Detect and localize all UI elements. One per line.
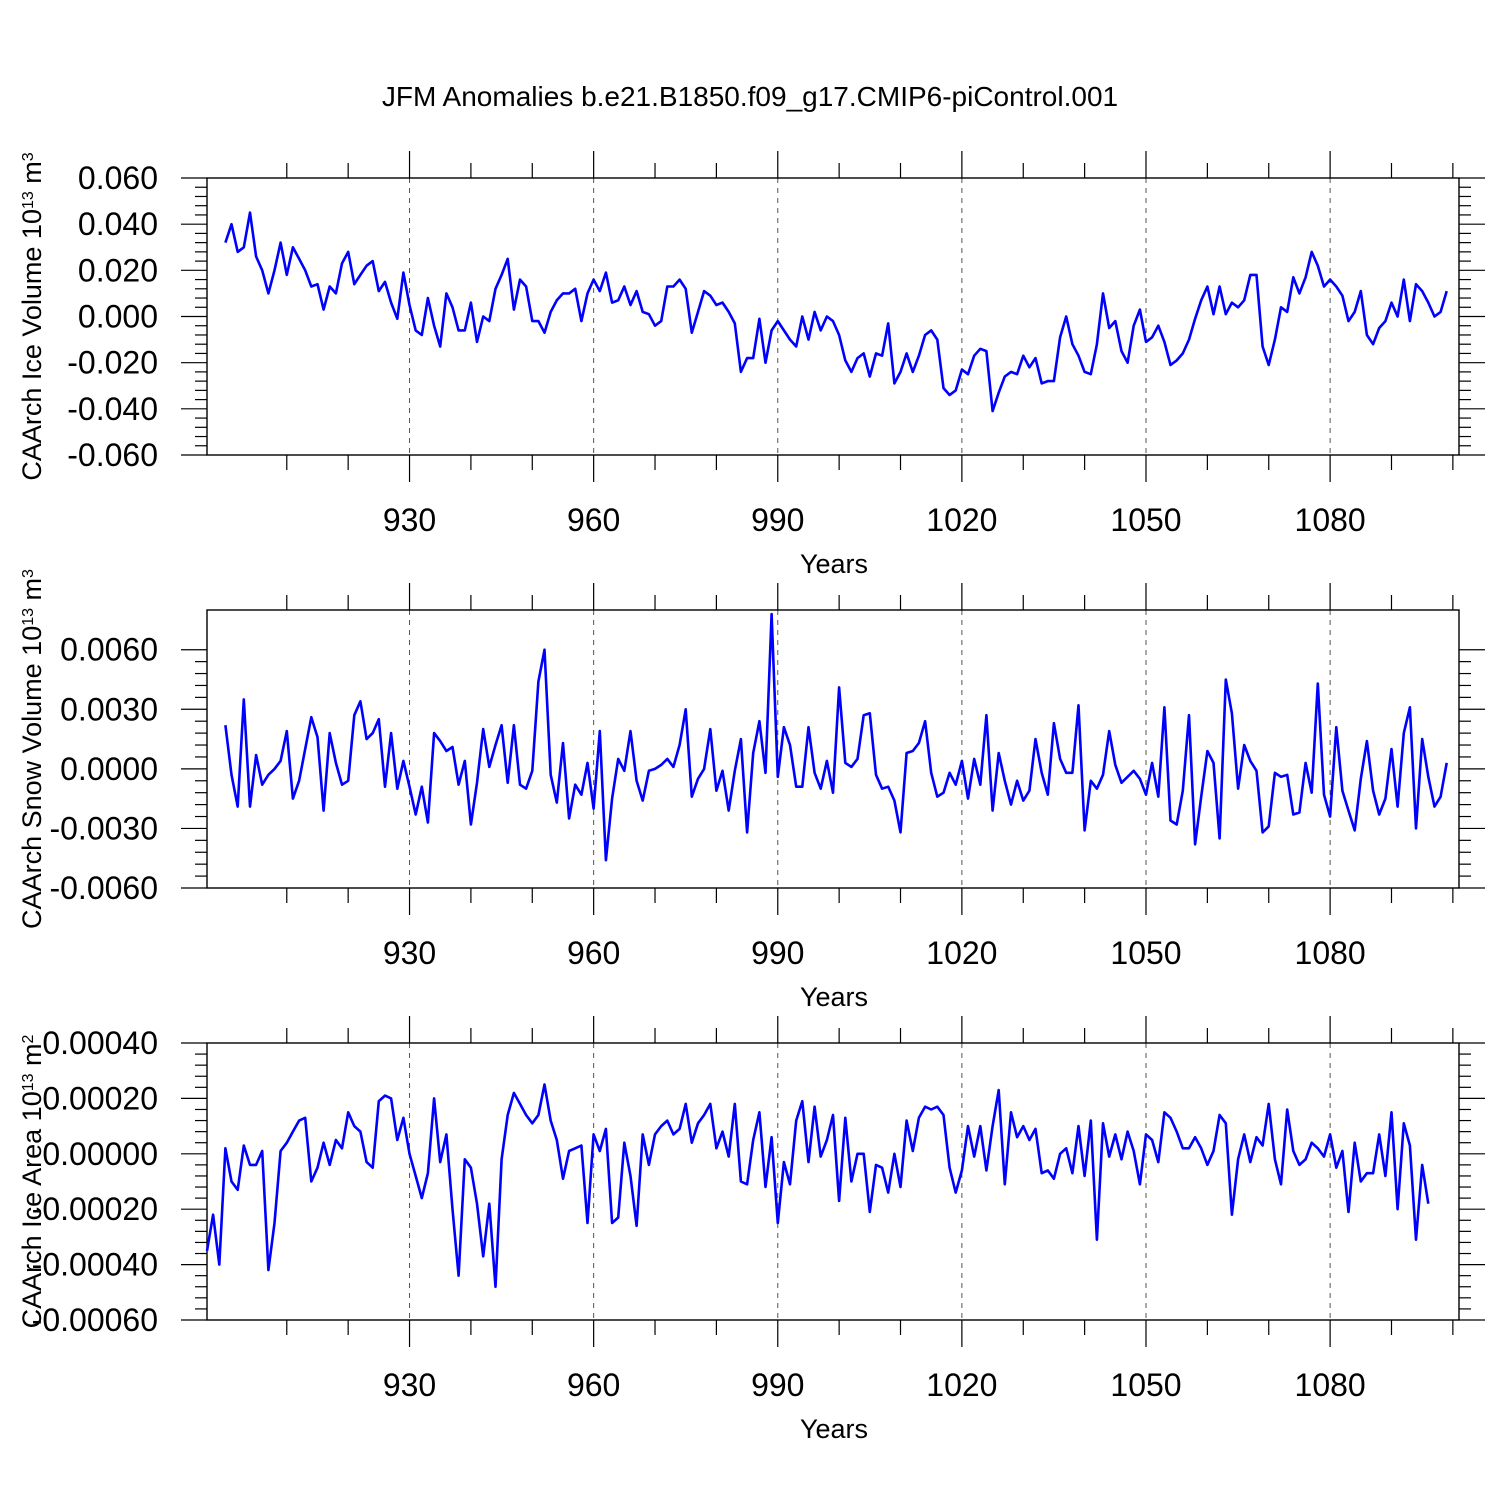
x-axis-label: Years: [800, 982, 868, 1012]
y-tick-label: -0.0060: [49, 870, 158, 906]
figure-title: JFM Anomalies b.e21.B1850.f09_g17.CMIP6-…: [382, 81, 1118, 112]
y-axis-label-superscript: 13: [20, 1073, 37, 1091]
x-tick-label: 1020: [926, 1367, 997, 1403]
y-axis-label-text: CAArch Ice Volume 10: [17, 209, 47, 481]
x-tick-label: 1020: [926, 502, 997, 538]
y-axis-label-text: CAArch Snow Volume 10: [17, 626, 47, 929]
y-axis-label-superscript: 3: [20, 569, 37, 578]
y-axis-label-text: m: [17, 1043, 47, 1073]
x-tick-label: 990: [751, 935, 804, 971]
x-tick-label: 1080: [1295, 1367, 1366, 1403]
x-axis-label: Years: [800, 549, 868, 579]
x-tick-label: 930: [383, 935, 436, 971]
x-tick-label: 960: [567, 502, 620, 538]
x-tick-label: 960: [567, 935, 620, 971]
y-tick-label: 0.0060: [60, 632, 158, 668]
series-line: [224, 612, 1448, 862]
panel-2: 930 960 990 1020 1050 1080 -0.0060 -0.0030 0.000…: [17, 569, 1485, 1012]
x-tick-label: 930: [383, 1367, 436, 1403]
y-tick-label: -0.0030: [49, 810, 158, 846]
y-tick-label: 0.00020: [42, 1080, 158, 1116]
panel-3: 930 960 990 1020 1050 1080 -0.00060 -0.00040 -0.…: [17, 1016, 1485, 1444]
y-tick-label: 0.0000: [60, 751, 158, 787]
x-tick-label: 960: [567, 1367, 620, 1403]
x-tick-label: 1050: [1110, 502, 1181, 538]
y-axis-label-text: m: [17, 578, 47, 608]
y-axis-label-superscript: 13: [20, 191, 37, 209]
y-tick-label: 0.060: [78, 160, 158, 196]
x-tick-label: 990: [751, 1367, 804, 1403]
x-tick-label: 990: [751, 502, 804, 538]
x-axis-label: Years: [800, 1414, 868, 1444]
series-line: [224, 211, 1448, 413]
plot-frame: [206, 609, 1460, 889]
y-tick-label: 0.00000: [42, 1136, 158, 1172]
y-tick-label: -0.040: [67, 391, 158, 427]
x-tick-label: 1080: [1295, 502, 1366, 538]
y-axis-label-superscript: 3: [20, 152, 37, 161]
y-tick-label: 0.0030: [60, 691, 158, 727]
y-tick-label: 0.040: [78, 206, 158, 242]
x-tick-label: 1080: [1295, 935, 1366, 971]
y-tick-label: -0.00040: [32, 1247, 158, 1283]
y-axis-label: CAArch Snow Volume 1013 m3: [17, 569, 47, 929]
y-axis-label-text: m: [17, 161, 47, 191]
y-axis-label-superscript: 2: [20, 1034, 37, 1043]
y-tick-label: 0.020: [78, 252, 158, 288]
y-tick-label: -0.00060: [32, 1302, 158, 1338]
y-tick-label: -0.00020: [32, 1191, 158, 1227]
y-axis-label: CAArch Ice Volume 1013 m3: [17, 152, 47, 480]
x-tick-label: 1050: [1110, 935, 1181, 971]
y-axis-label-superscript: 13: [20, 608, 37, 626]
x-tick-label: 930: [383, 502, 436, 538]
plot-frame: [206, 1042, 1460, 1321]
y-tick-label: 0.000: [78, 299, 158, 335]
y-axis-label: CAArch Ice Area 1013 m2: [17, 1034, 47, 1328]
y-tick-label: -0.060: [67, 437, 158, 473]
y-axis-label-text: CAArch Ice Area 10: [17, 1091, 47, 1328]
x-tick-label: 1020: [926, 935, 997, 971]
series-line: [205, 1083, 1430, 1289]
y-tick-label: -0.020: [67, 345, 158, 381]
x-tick-label: 1050: [1110, 1367, 1181, 1403]
plot-frame: [206, 177, 1460, 456]
y-tick-label: 0.00040: [42, 1025, 158, 1061]
panel-1: 930 960 990 1020 1050 1080 -0.060 -0.040 -0.020 0…: [17, 151, 1485, 579]
